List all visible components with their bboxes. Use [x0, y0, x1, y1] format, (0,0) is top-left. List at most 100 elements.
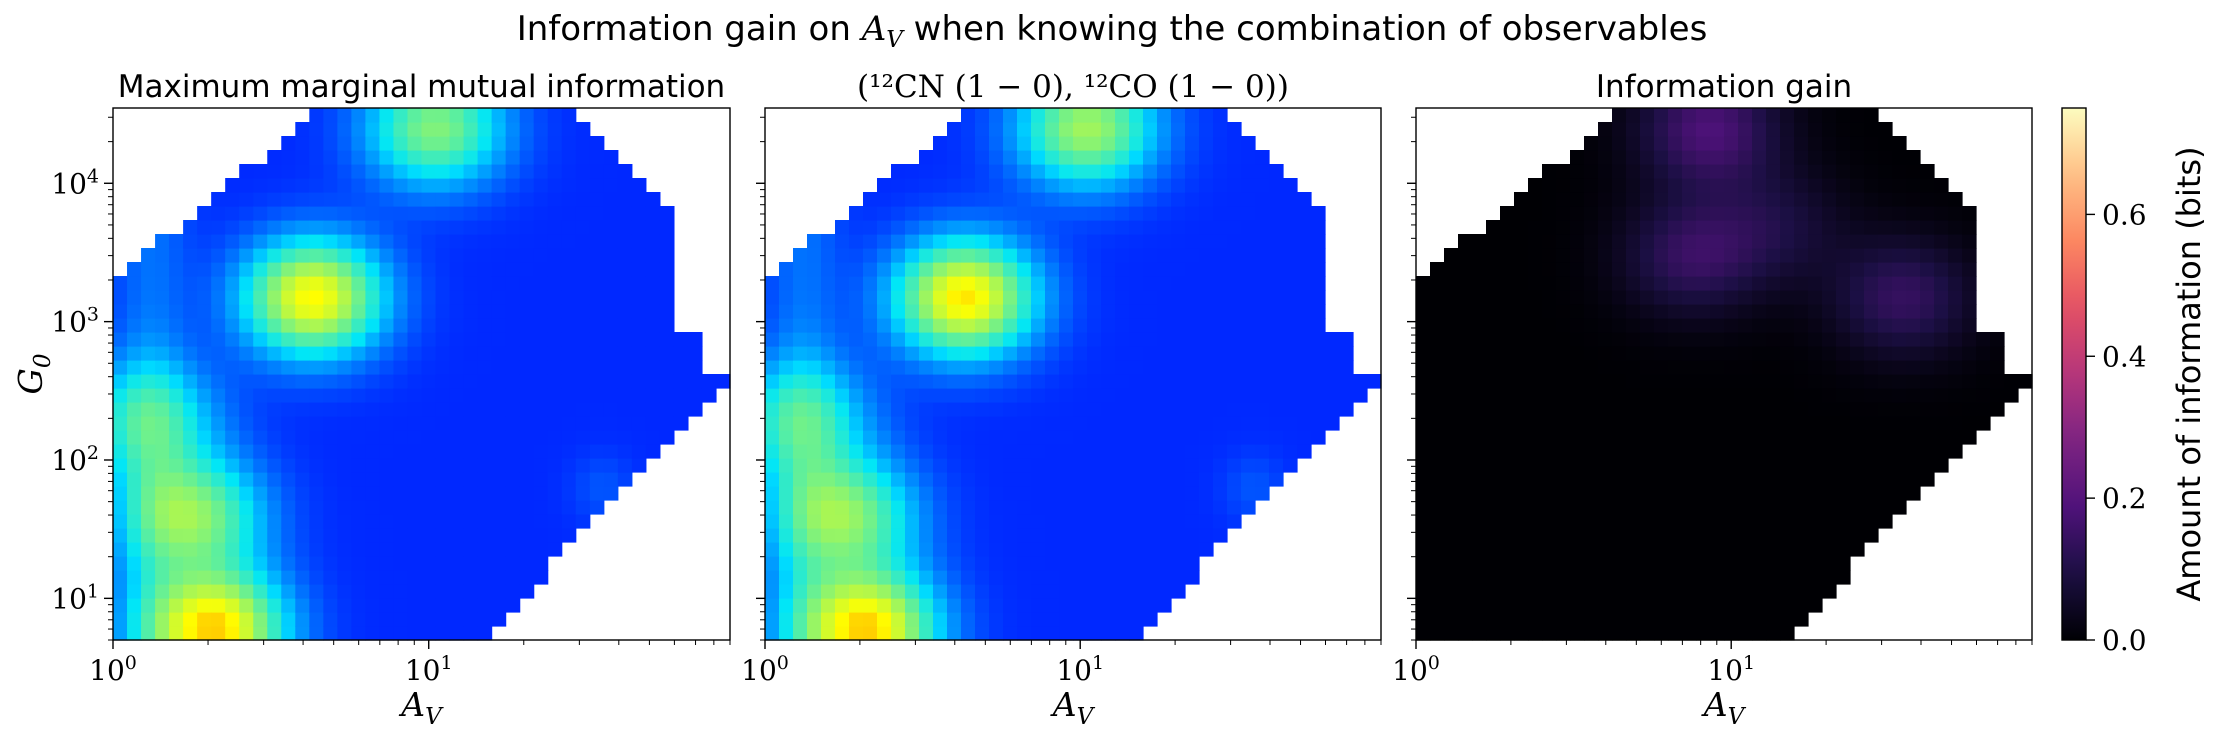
heatmap-cell [169, 402, 184, 417]
heatmap-cell [919, 458, 934, 473]
heatmap-cell [1780, 486, 1795, 501]
heatmap-cell [1626, 360, 1641, 375]
heatmap-cell [603, 360, 619, 375]
heatmap-cell [155, 486, 170, 501]
heatmap-cell [1227, 360, 1242, 375]
heatmap-cell [659, 276, 675, 291]
heatmap-cell [793, 276, 808, 291]
heatmap-cell [1101, 374, 1116, 389]
heatmap-cell [975, 612, 990, 627]
heatmap-cell [1416, 444, 1431, 459]
heatmap-cell [519, 416, 535, 431]
heatmap-cell [1045, 262, 1060, 277]
heatmap-cell [239, 430, 254, 445]
heatmap-cells [765, 108, 1382, 641]
heatmap-cell [1500, 472, 1515, 487]
heatmap-cell [1836, 542, 1851, 557]
heatmap-cell [1199, 388, 1214, 403]
heatmap-cell [1724, 486, 1739, 501]
heatmap-cell [1948, 206, 1963, 221]
heatmap-cell [1241, 444, 1256, 459]
heatmap-cell [1045, 598, 1060, 613]
heatmap-cell [765, 542, 780, 557]
heatmap-cell [1570, 178, 1585, 193]
heatmap-cell [1584, 290, 1599, 305]
heatmap-cell [393, 430, 409, 445]
heatmap-cell [407, 472, 423, 487]
heatmap-cell [1584, 136, 1599, 151]
heatmap-cell [1612, 542, 1627, 557]
heatmap-cell [435, 542, 451, 557]
heatmap-cell [337, 458, 352, 473]
heatmap-cell [225, 374, 240, 389]
heatmap-cell [421, 556, 437, 571]
heatmap-cell [253, 304, 268, 319]
heatmap-cell [253, 458, 268, 473]
heatmap-cell [1626, 122, 1641, 137]
heatmap-cell [1640, 290, 1655, 305]
heatmap-cell [351, 528, 367, 543]
heatmap-cell [575, 276, 591, 291]
heatmap-cell [1668, 150, 1683, 165]
heatmap-cell [169, 472, 184, 487]
heatmap-cell [1920, 248, 1935, 263]
heatmap-cell [1808, 304, 1823, 319]
heatmap-cell [1962, 388, 1977, 403]
heatmap-cell [1836, 472, 1851, 487]
heatmap-cell [1542, 402, 1557, 417]
heatmap-cell [1654, 402, 1669, 417]
heatmap-cell [1157, 290, 1172, 305]
heatmap-cell [449, 458, 465, 473]
heatmap-cell [1129, 360, 1144, 375]
heatmap-cell [1199, 346, 1214, 361]
heatmap-cell [933, 318, 948, 333]
heatmap-cell [1486, 374, 1501, 389]
heatmap-cell [1808, 192, 1823, 207]
heatmap-cell [337, 598, 352, 613]
heatmap-cell [1017, 108, 1032, 123]
heatmap-cell [141, 318, 156, 333]
heatmap-cell [379, 500, 395, 515]
heatmap-cell [1864, 500, 1879, 515]
heatmap-cell [1283, 220, 1298, 235]
heatmap-cell [1780, 332, 1795, 347]
heatmap-cell [239, 318, 254, 333]
heatmap-cell [183, 290, 198, 305]
heatmap-cell [281, 234, 296, 249]
heatmap-cell [1115, 500, 1130, 515]
heatmap-cell [1017, 164, 1032, 179]
heatmap-cell [1654, 262, 1669, 277]
heatmap-cell [807, 262, 822, 277]
heatmap-cell [547, 416, 563, 431]
heatmap-cell [1626, 444, 1641, 459]
heatmap-cell [337, 626, 352, 641]
heatmap-cell [687, 332, 703, 347]
heatmap-cell [1766, 444, 1781, 459]
heatmap-cell [1101, 150, 1116, 165]
heatmap-cell [933, 556, 948, 571]
heatmap-cell [1766, 276, 1781, 291]
heatmap-cell [1864, 430, 1879, 445]
heatmap-cell [1073, 360, 1088, 375]
heatmap-cell [393, 290, 409, 305]
heatmap-cell [617, 374, 633, 389]
heatmap-cell [323, 220, 338, 235]
colorbar-gradient [2062, 108, 2086, 640]
heatmap-cell [1780, 458, 1795, 473]
heatmap-cell [323, 206, 338, 221]
heatmap-cell [519, 444, 535, 459]
heatmap-cell [1500, 556, 1515, 571]
heatmap-cell [1570, 626, 1585, 641]
heatmap-cell [1584, 626, 1599, 641]
heatmap-cell [673, 402, 689, 417]
heatmap-cell [1612, 178, 1627, 193]
heatmap-cell [1444, 248, 1459, 263]
heatmap-cell [1129, 444, 1144, 459]
colorbar-label: Amount of information (bits) [2170, 146, 2208, 601]
heatmap-cell [575, 318, 591, 333]
heatmap-cell [779, 598, 794, 613]
heatmap-cell [239, 416, 254, 431]
heatmap-cell [253, 514, 268, 529]
heatmap-cell [1255, 290, 1270, 305]
